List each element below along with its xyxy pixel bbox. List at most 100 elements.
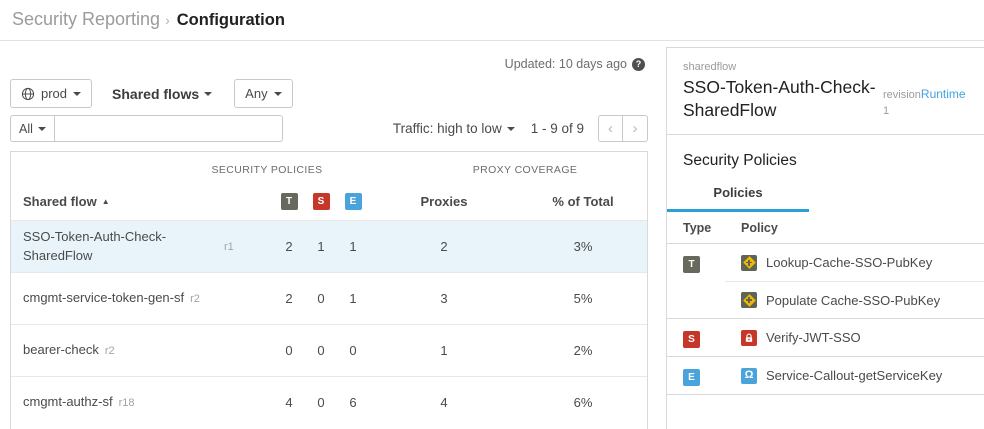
all-label: All — [19, 121, 33, 136]
proxies-count: 2 — [440, 239, 448, 254]
revision-value: 1 — [883, 105, 890, 117]
extension-badge-icon: E — [344, 192, 362, 210]
detail-type-label: sharedflow — [683, 61, 737, 73]
table-row[interactable]: bearer-check r2 0 0 0 1 2% — [11, 324, 647, 376]
detail-panel: sharedflow SSO-Token-Auth-Check-SharedFl… — [666, 47, 984, 429]
proxies-count: 1 — [440, 343, 448, 358]
detail-title: SSO-Token-Auth-Check-SharedFlow — [683, 77, 876, 121]
flows-table-body: SSO-Token-Auth-Check-SharedFlow r1 2 1 1… — [11, 220, 647, 428]
security-policy-count: 1 — [317, 239, 325, 254]
scope-dropdown[interactable]: Shared flows — [112, 85, 213, 102]
chevron-down-icon — [73, 92, 82, 96]
detail-panel-header: sharedflow SSO-Token-Auth-Check-SharedFl… — [667, 48, 984, 136]
traffic-badge-icon: T — [280, 192, 298, 210]
traffic-sort-dropdown[interactable]: Traffic: high to low — [393, 121, 515, 136]
policy-table-header: Type Policy — [667, 212, 984, 245]
policy-group: S Verify-JWT-SSO — [667, 319, 984, 358]
security-policies-heading: Security Policies — [683, 152, 797, 170]
help-icon[interactable]: ? — [632, 57, 645, 71]
policy-row[interactable]: Lookup-Cache-SSO-PubKey — [725, 244, 984, 281]
chevron-down-icon — [37, 127, 46, 131]
tab-policies[interactable]: Policies — [667, 185, 809, 213]
extension-policy-count: 6 — [349, 395, 357, 410]
table-group-header: SECURITY POLICIES PROXY COVERAGE — [11, 152, 647, 182]
extension-policy-count: 0 — [349, 343, 357, 358]
revision-label: revision — [883, 89, 921, 101]
security-policies-group-header: SECURITY POLICIES — [211, 164, 323, 176]
shared-flow-revision: r1 — [224, 240, 234, 253]
pagination: ‹ › — [598, 115, 648, 142]
shared-flow-name: bearer-check — [23, 342, 99, 358]
table-row[interactable]: cmgmt-authz-sf r18 4 0 6 4 6% — [11, 376, 647, 428]
security-badge-icon: S — [312, 192, 330, 210]
environment-label: prod — [41, 86, 68, 101]
policy-groups: T Lookup-Cache-SSO-PubKey Populate Cache-S… — [667, 244, 984, 396]
all-scope-dropdown[interactable]: All — [10, 115, 55, 142]
cache-policy-icon — [741, 254, 757, 271]
search-input[interactable] — [54, 115, 283, 142]
report-content: Updated: 10 days ago ? prod Shared flows… — [10, 41, 648, 429]
security-policy-count: 0 — [317, 395, 325, 410]
filter-bar: prod Shared flows Any — [10, 79, 648, 108]
proxy-coverage-group-header: PROXY COVERAGE — [472, 164, 578, 176]
policy-name: Lookup-Cache-SSO-PubKey — [766, 255, 933, 271]
any-filter-dropdown[interactable]: Any — [234, 79, 293, 108]
proxies-count: 3 — [440, 291, 448, 306]
chevron-down-icon — [506, 127, 515, 131]
revision-block: revisionRuntime 1 — [883, 85, 974, 122]
policy-group: E Ω Service-Callout-getServiceKey — [667, 357, 984, 396]
updated-text: Updated: 10 days ago — [504, 57, 627, 71]
policy-name: Populate Cache-SSO-PubKey — [766, 292, 941, 308]
pct-of-total: 2% — [573, 343, 593, 358]
extension-policy-count: 1 — [349, 239, 357, 254]
policy-column-label: Policy — [741, 221, 778, 236]
shared-flow-column-label: Shared flow — [23, 193, 97, 209]
environment-dropdown[interactable]: prod — [10, 79, 93, 108]
page-title: Configuration — [176, 11, 285, 29]
lock-policy-icon — [741, 329, 757, 346]
breadcrumb-parent-link[interactable]: Security Reporting — [12, 9, 161, 29]
traffic-policy-count: 0 — [285, 343, 293, 358]
next-page-button[interactable]: › — [623, 115, 648, 142]
pagination-range: 1 - 9 of 9 — [530, 121, 584, 136]
policy-row[interactable]: Populate Cache-SSO-PubKey — [725, 281, 984, 318]
breadcrumb-separator: › — [165, 12, 170, 28]
policy-row[interactable]: Verify-JWT-SSO — [725, 319, 984, 356]
policy-group: T Lookup-Cache-SSO-PubKey Populate Cache-S… — [667, 244, 984, 320]
shared-flow-revision: r2 — [104, 344, 115, 357]
shared-flow-name: cmgmt-authz-sf — [23, 394, 113, 410]
updated-row: Updated: 10 days ago ? — [10, 56, 648, 72]
chevron-down-icon — [273, 92, 282, 96]
security-policy-count: 0 — [317, 291, 325, 306]
proxies-count: 4 — [440, 395, 448, 410]
scope-label: Shared flows — [112, 85, 200, 102]
traffic-policy-count: 2 — [285, 291, 293, 306]
pct-of-total: 3% — [573, 239, 593, 254]
callout-policy-icon: Ω — [741, 367, 757, 384]
pct-total-column-label: % of Total — [552, 193, 614, 209]
pct-of-total: 5% — [573, 291, 593, 306]
runtime-link[interactable]: Runtime — [920, 87, 966, 101]
pct-of-total: 6% — [573, 395, 593, 410]
type-badge-icon: S — [683, 331, 700, 349]
traffic-policy-count: 2 — [285, 239, 293, 254]
type-column-label: Type — [683, 221, 712, 236]
table-column-header: Shared flow ▲ T S E Proxies % of Total — [11, 182, 647, 220]
table-row[interactable]: cmgmt-service-token-gen-sf r2 2 0 1 3 5% — [11, 272, 647, 324]
cache-policy-icon — [741, 292, 757, 309]
any-label: Any — [245, 86, 268, 101]
table-row[interactable]: SSO-Token-Auth-Check-SharedFlow r1 2 1 1… — [11, 220, 647, 272]
extension-policy-count: 1 — [349, 291, 357, 306]
search-sort-bar: All Traffic: high to low 1 - 9 of 9 ‹ › — [10, 115, 648, 142]
shared-flow-revision: r2 — [190, 292, 200, 305]
policy-name: Verify-JWT-SSO — [766, 330, 861, 346]
shared-flow-revision: r18 — [118, 396, 135, 409]
policy-row[interactable]: Ω Service-Callout-getServiceKey — [725, 357, 984, 394]
prev-page-button[interactable]: ‹ — [598, 115, 623, 142]
breadcrumb: Security Reporting › Configuration — [0, 0, 984, 41]
shared-flow-column-header[interactable]: Shared flow ▲ — [11, 194, 273, 209]
type-badge-icon: E — [683, 369, 700, 387]
detail-tabs: Policies — [667, 185, 984, 213]
policy-name: Service-Callout-getServiceKey — [766, 368, 943, 384]
